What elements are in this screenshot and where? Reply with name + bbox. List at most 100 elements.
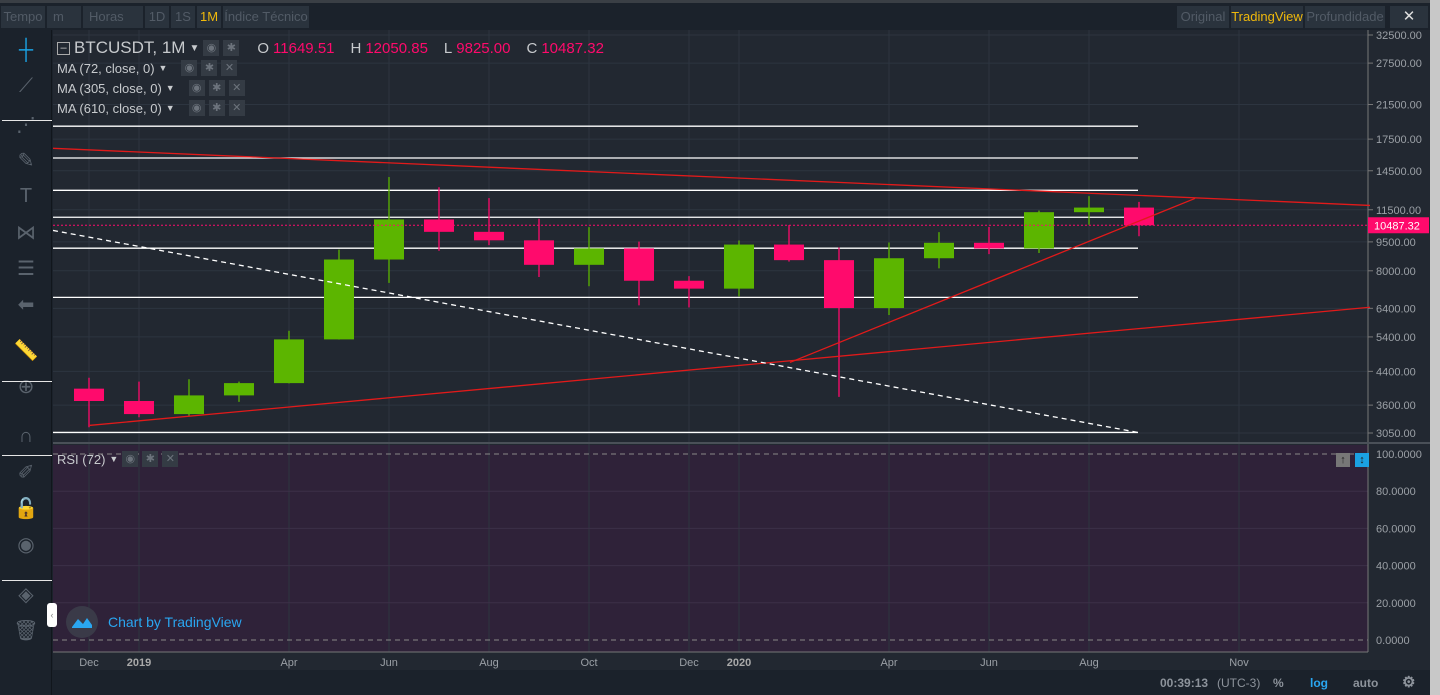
lock-icon[interactable]: 🔓 [13, 497, 39, 520]
eye-icon[interactable]: ◉ [188, 80, 205, 96]
scrollbar[interactable] [1430, 0, 1440, 695]
bottom-bar: 00:39:13 (UTC-3) % log auto ⚙ [53, 670, 1430, 695]
timeframe-1m[interactable]: 1M [197, 6, 221, 28]
rsi-tick-label: 40.0000 [1376, 561, 1416, 573]
candle-body [374, 219, 404, 260]
candle-body [624, 248, 654, 281]
current-price-badge [1368, 217, 1429, 234]
price-tick-label: 6400.00 [1376, 303, 1416, 315]
chevron-down-icon[interactable]: ▼ [189, 42, 200, 54]
timeframe-índice-técnico[interactable]: Índice Técnico [223, 6, 309, 28]
candle-body [274, 339, 304, 384]
eye-icon[interactable]: ◉ [17, 533, 35, 556]
close-icon[interactable]: ✕ [228, 80, 245, 96]
collapse-toolbar-handle[interactable]: ‹ [47, 603, 57, 627]
price-tick-label: 17500.00 [1376, 134, 1422, 146]
brush-icon[interactable]: ✎ [17, 149, 35, 172]
gear-icon[interactable]: ✱ [201, 60, 218, 76]
eye-icon[interactable]: ◉ [122, 451, 139, 467]
gear-icon[interactable]: ✱ [142, 451, 159, 467]
eye-icon[interactable]: ◉ [181, 60, 198, 76]
open-label: O [257, 39, 270, 57]
close-value: 10487.32 [541, 39, 604, 57]
ruler-icon[interactable]: 📏 [13, 339, 39, 362]
back-arrow-icon[interactable]: ⬅ [17, 293, 35, 316]
collapse-icon[interactable]: ✕ [1390, 6, 1428, 28]
time-tick-label: Nov [1229, 657, 1249, 669]
log-scale-button[interactable]: log [1310, 676, 1328, 690]
timeframe-horas[interactable]: Horas [83, 6, 143, 28]
ma-legend: MA (610, close, 0) ▼ ◉ ✱ ✕ [57, 100, 245, 116]
chart-canvas[interactable]: 32500.00 27500.00 21500.00 17500.00 14500.00… [53, 30, 1430, 670]
candle-body [824, 260, 854, 309]
toolbar-top: Tempo m Horas 1D 1S 1M Índice Técnico Original T… [0, 0, 1430, 30]
pitchfork-icon[interactable]: ⋰ [16, 113, 36, 136]
candle-body [124, 401, 154, 415]
collapse-icon[interactable]: – [57, 41, 70, 55]
gear-icon[interactable]: ✱ [223, 40, 240, 56]
tradingview-watermark[interactable]: Chart by TradingView [66, 606, 242, 638]
eye-icon[interactable]: ◉ [203, 40, 220, 56]
high-label: H [350, 39, 362, 57]
percent-scale-button[interactable]: % [1273, 676, 1284, 690]
text-icon[interactable]: T [19, 184, 33, 207]
settings-gear-icon[interactable]: ⚙ [1402, 674, 1416, 691]
ma-label[interactable]: MA (305, close, 0) [57, 80, 162, 96]
rsi-label[interactable]: RSI (72) [57, 451, 106, 467]
close-icon[interactable]: ✕ [228, 100, 245, 116]
auto-scale-button[interactable]: auto [1353, 676, 1379, 690]
toolbar-divider [2, 580, 52, 581]
gear-icon[interactable]: ✱ [208, 80, 225, 96]
time-tick-label: 2020 [727, 657, 751, 669]
timezone-button[interactable]: (UTC-3) [1217, 676, 1261, 690]
price-tick-label: 4400.00 [1376, 366, 1416, 378]
resize-vertical-icon[interactable]: ↕ [1355, 453, 1369, 467]
toolbar-divider [2, 455, 52, 456]
symbol-label[interactable]: BTCUSDT, 1M [74, 38, 186, 57]
view-original[interactable]: Original [1177, 6, 1229, 28]
view-profundidade[interactable]: Profundidade [1305, 6, 1385, 28]
pattern-icon[interactable]: ⋈ [16, 221, 36, 244]
time-tick-label: Jun [980, 657, 998, 669]
trend-line-icon[interactable]: ⟋ [19, 74, 33, 97]
timeframe-m[interactable]: m [47, 6, 81, 28]
timeframe-tempo[interactable]: Tempo [1, 6, 45, 28]
close-icon[interactable]: ✕ [162, 451, 179, 467]
price-tick-label: 8000.00 [1376, 266, 1416, 278]
fib-icon[interactable]: ☰ [17, 257, 35, 280]
layers-icon[interactable]: ◈ [18, 583, 34, 606]
ma-label[interactable]: MA (72, close, 0) [57, 60, 155, 76]
candle-body [724, 244, 754, 289]
crosshair-icon[interactable]: ┼ [18, 38, 34, 61]
main-legend: – BTCUSDT, 1M ▼ ◉ ✱ O 11649.51 H 12050.85 L… [57, 38, 604, 58]
trash-icon[interactable]: 🗑 [13, 619, 39, 642]
chevron-down-icon[interactable]: ▼ [109, 454, 119, 464]
close-icon[interactable]: ✕ [221, 60, 238, 76]
eye-icon[interactable]: ◉ [188, 100, 205, 116]
tradingview-logo-icon [66, 606, 98, 638]
zoom-in-icon[interactable]: ⊕ [17, 375, 35, 398]
chevron-down-icon[interactable]: ▼ [165, 103, 175, 113]
candle-body [574, 248, 604, 265]
time-tick-label: Dec [79, 657, 99, 669]
lock-drawing-icon[interactable]: ✐ [17, 461, 35, 484]
price-tick-label: 3600.00 [1376, 400, 1416, 412]
current-price-label: 10487.32 [1374, 220, 1420, 232]
timeframe-1s[interactable]: 1S [171, 6, 195, 28]
trend-line [789, 197, 1196, 364]
high-value: 12050.85 [365, 39, 428, 57]
candle-body [474, 231, 504, 241]
low-value: 9825.00 [456, 39, 511, 57]
magnet-icon[interactable]: ∩ [18, 424, 34, 447]
chevron-down-icon[interactable]: ▼ [165, 83, 175, 93]
time-tick-label: Apr [280, 657, 297, 669]
rsi-pane [53, 445, 1368, 652]
arrow-up-icon[interactable]: ↑ [1336, 453, 1350, 467]
chevron-down-icon[interactable]: ▼ [158, 63, 168, 73]
time-tick-label: Dec [679, 657, 699, 669]
gear-icon[interactable]: ✱ [208, 100, 225, 116]
ma-label[interactable]: MA (610, close, 0) [57, 100, 162, 116]
timeframe-1d[interactable]: 1D [145, 6, 169, 28]
chart-area[interactable]: 32500.00 27500.00 21500.00 17500.00 14500.00… [53, 30, 1430, 670]
view-tradingview[interactable]: TradingView [1231, 6, 1303, 28]
